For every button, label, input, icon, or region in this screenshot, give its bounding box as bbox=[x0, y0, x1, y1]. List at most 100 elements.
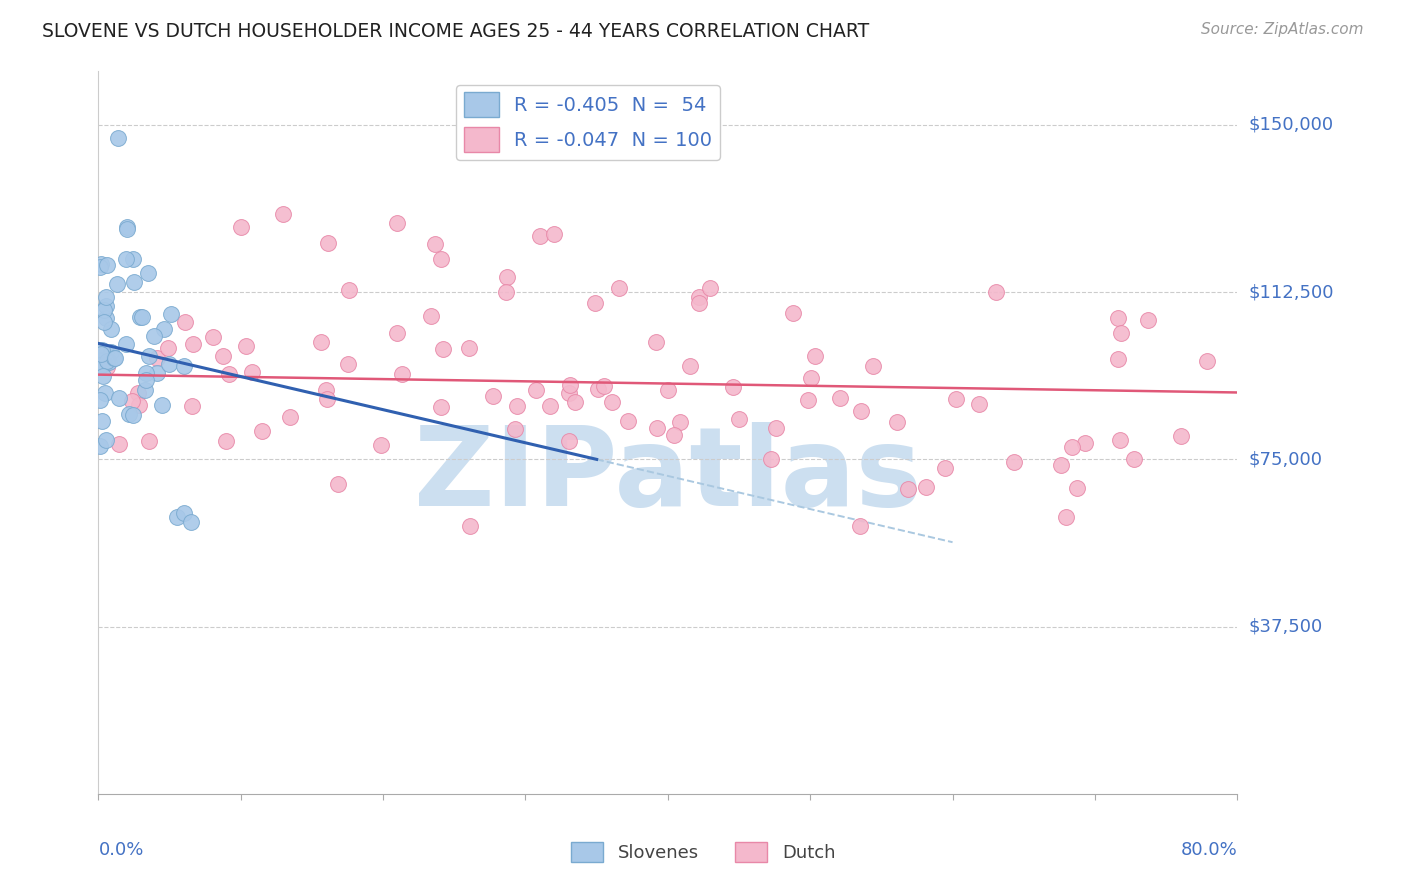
Point bbox=[688, 296, 710, 310]
Point bbox=[89, 392, 111, 407]
Point bbox=[240, 365, 263, 379]
Point bbox=[538, 399, 561, 413]
Point bbox=[114, 337, 136, 351]
Point bbox=[645, 335, 668, 350]
Point bbox=[699, 281, 721, 295]
Point bbox=[127, 385, 149, 400]
Point bbox=[218, 367, 240, 381]
Point bbox=[250, 425, 273, 439]
Point bbox=[496, 269, 519, 284]
Point bbox=[121, 252, 143, 266]
Point bbox=[315, 383, 337, 397]
Point bbox=[765, 420, 787, 434]
Point bbox=[664, 428, 686, 442]
Point bbox=[914, 480, 936, 494]
Point bbox=[1111, 326, 1133, 341]
Point bbox=[337, 357, 360, 371]
Point bbox=[934, 461, 956, 475]
Point bbox=[803, 349, 825, 363]
Point bbox=[202, 330, 225, 344]
Point bbox=[94, 434, 117, 448]
Point bbox=[316, 392, 339, 406]
Point bbox=[482, 389, 505, 403]
Point bbox=[135, 366, 157, 380]
Point bbox=[458, 341, 481, 355]
Point bbox=[688, 290, 710, 304]
Point bbox=[645, 421, 668, 435]
Point bbox=[849, 404, 872, 418]
Point bbox=[115, 220, 138, 235]
Point bbox=[142, 329, 165, 343]
Point bbox=[128, 398, 150, 412]
Point bbox=[146, 351, 169, 365]
Point bbox=[153, 322, 176, 336]
Point bbox=[180, 515, 202, 529]
Point bbox=[157, 357, 180, 371]
Point bbox=[558, 434, 581, 449]
Point bbox=[564, 395, 586, 409]
Point bbox=[387, 216, 409, 230]
Point bbox=[278, 410, 301, 425]
Point bbox=[173, 315, 195, 329]
Point bbox=[1074, 436, 1097, 450]
Text: $75,000: $75,000 bbox=[1249, 450, 1323, 468]
Point bbox=[96, 345, 118, 359]
Text: $37,500: $37,500 bbox=[1249, 617, 1323, 636]
Point bbox=[96, 258, 118, 272]
Point bbox=[316, 235, 339, 250]
Point bbox=[134, 384, 156, 398]
Text: ZIPatlas: ZIPatlas bbox=[413, 423, 922, 530]
Point bbox=[138, 434, 160, 448]
Point bbox=[173, 359, 195, 374]
Point bbox=[309, 334, 332, 349]
Point bbox=[420, 309, 443, 323]
Point bbox=[135, 373, 157, 387]
Point bbox=[458, 519, 481, 533]
Point bbox=[103, 351, 125, 366]
Point bbox=[114, 252, 136, 266]
Point bbox=[121, 394, 143, 409]
Point bbox=[136, 266, 159, 280]
Point bbox=[657, 384, 679, 398]
Point bbox=[94, 290, 117, 304]
Legend: R = -0.405  N =  54, R = -0.047  N = 100: R = -0.405 N = 54, R = -0.047 N = 100 bbox=[456, 85, 720, 160]
Text: $150,000: $150,000 bbox=[1249, 116, 1333, 134]
Point bbox=[96, 360, 118, 375]
Point bbox=[849, 519, 872, 533]
Point bbox=[586, 382, 609, 396]
Point bbox=[100, 344, 122, 359]
Point bbox=[524, 383, 547, 397]
Point bbox=[945, 392, 967, 406]
Point bbox=[506, 400, 529, 414]
Point bbox=[91, 414, 114, 428]
Point bbox=[1056, 510, 1078, 524]
Point bbox=[430, 252, 453, 267]
Point bbox=[560, 378, 582, 392]
Point bbox=[90, 257, 112, 271]
Point bbox=[558, 386, 581, 401]
Point bbox=[100, 321, 122, 335]
Text: 80.0%: 80.0% bbox=[1181, 841, 1237, 859]
Point bbox=[432, 342, 454, 356]
Point bbox=[93, 302, 115, 317]
Point bbox=[1066, 481, 1088, 495]
Point bbox=[94, 385, 117, 400]
Point bbox=[967, 397, 990, 411]
Point bbox=[166, 510, 188, 524]
Point bbox=[122, 276, 145, 290]
Point bbox=[93, 315, 115, 329]
Point bbox=[679, 359, 702, 373]
Point bbox=[159, 307, 181, 321]
Point bbox=[1060, 440, 1083, 454]
Point bbox=[727, 412, 749, 426]
Point bbox=[94, 299, 117, 313]
Point bbox=[89, 439, 111, 453]
Point bbox=[273, 207, 295, 221]
Point bbox=[385, 326, 408, 341]
Point bbox=[157, 341, 180, 355]
Point bbox=[146, 366, 169, 380]
Point bbox=[797, 392, 820, 407]
Point bbox=[121, 408, 143, 422]
Point bbox=[118, 408, 141, 422]
Point bbox=[723, 379, 745, 393]
